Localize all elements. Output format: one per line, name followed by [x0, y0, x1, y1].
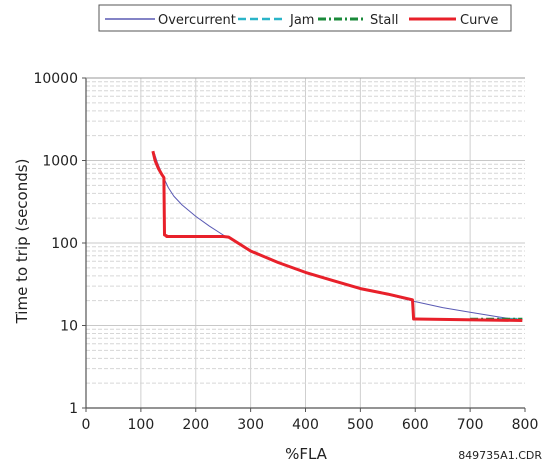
- series-lines: [151, 150, 523, 322]
- tick-labels: 0 100 200 300 400 500 600 700 800 1 10 100 1000 10000: [33, 71, 538, 433]
- y-tick-label: 10000: [33, 71, 78, 87]
- y-tick-label: 1000: [42, 154, 78, 170]
- figure-id: 849735A1.CDR: [458, 449, 542, 462]
- x-axis-label: %FLA: [285, 445, 328, 463]
- legend-label-overcurrent: Overcurrent: [158, 13, 236, 28]
- x-tick-label: 600: [402, 417, 429, 433]
- x-tick-label: 500: [347, 417, 374, 433]
- legend-label-curve: Curve: [460, 13, 498, 28]
- x-tick-label: 800: [512, 417, 539, 433]
- legend-label-stall: Stall: [370, 13, 399, 28]
- y-tick-label: 100: [51, 236, 78, 252]
- grid: [86, 78, 525, 408]
- y-axis-label: Time to trip (seconds): [13, 159, 31, 325]
- axes: [82, 77, 526, 412]
- x-tick-label: 200: [182, 417, 209, 433]
- legend: Overcurrent Jam Stall Curve: [98, 4, 512, 32]
- x-tick-label: 300: [237, 417, 264, 433]
- y-tick-label: 10: [60, 319, 78, 335]
- x-tick-label: 100: [128, 417, 155, 433]
- y-tick-label: 1: [69, 401, 78, 417]
- x-tick-label: 700: [457, 417, 484, 433]
- series-line-curve: [151, 150, 523, 322]
- legend-label-jam: Jam: [289, 13, 314, 28]
- x-tick-label: 400: [292, 417, 319, 433]
- x-tick-label: 0: [82, 417, 91, 433]
